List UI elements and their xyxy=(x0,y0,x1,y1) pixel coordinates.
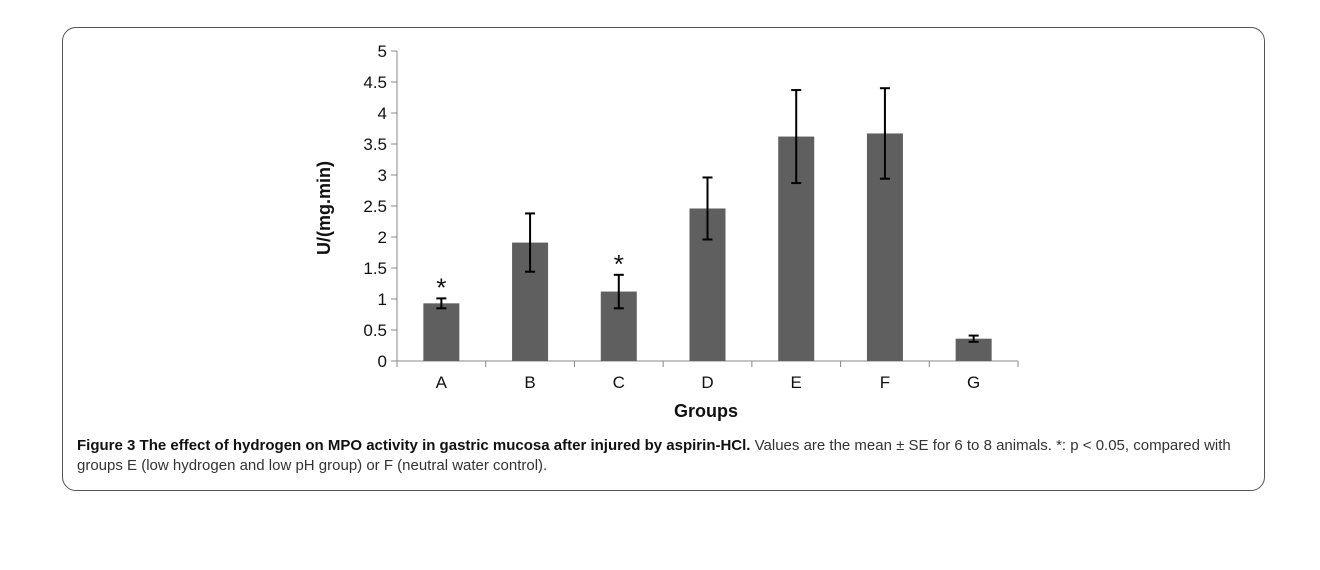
bar-series: ** xyxy=(423,87,992,361)
y-tick-label: 3.5 xyxy=(363,135,387,154)
x-tick-label: D xyxy=(701,373,713,392)
x-tick-label: C xyxy=(613,373,625,392)
y-tick-label: 0 xyxy=(378,352,387,371)
bar xyxy=(955,338,992,361)
figure-frame xyxy=(62,27,1265,491)
y-tick-label: 0.5 xyxy=(363,321,387,340)
figure-caption: Figure 3 The effect of hydrogen on MPO a… xyxy=(77,436,1247,476)
x-tick-label: F xyxy=(880,373,890,392)
y-tick-label: 2 xyxy=(378,228,387,247)
y-tick-label: 1.5 xyxy=(363,259,387,278)
caption-title: The effect of hydrogen on MPO activity i… xyxy=(139,437,751,454)
y-tick-label: 5 xyxy=(378,42,387,61)
x-axis: A B C D E F G xyxy=(396,360,1019,392)
significance-marker: * xyxy=(436,272,446,302)
x-tick-label: G xyxy=(967,373,980,392)
bar xyxy=(423,303,460,361)
y-tick-label: 4 xyxy=(378,104,387,123)
y-axis: 0 0.5 1 1.5 2 2.5 3 3.5 4 4.5 5 xyxy=(363,42,398,371)
y-tick-label: 3 xyxy=(378,166,387,185)
x-axis-label: Groups xyxy=(674,401,738,421)
significance-marker: * xyxy=(614,249,624,279)
x-tick-label: B xyxy=(524,373,535,392)
y-tick-label: 2.5 xyxy=(363,197,387,216)
x-tick-label: A xyxy=(436,373,448,392)
y-axis-label: U/(mg.min) xyxy=(314,161,334,255)
y-tick-label: 1 xyxy=(378,290,387,309)
caption-label: Figure 3 xyxy=(77,437,136,454)
x-tick-label: E xyxy=(791,373,802,392)
caption-text: Values are the mean ± SE for 6 to 8 anim… xyxy=(77,437,1231,474)
y-tick-label: 4.5 xyxy=(363,73,387,92)
